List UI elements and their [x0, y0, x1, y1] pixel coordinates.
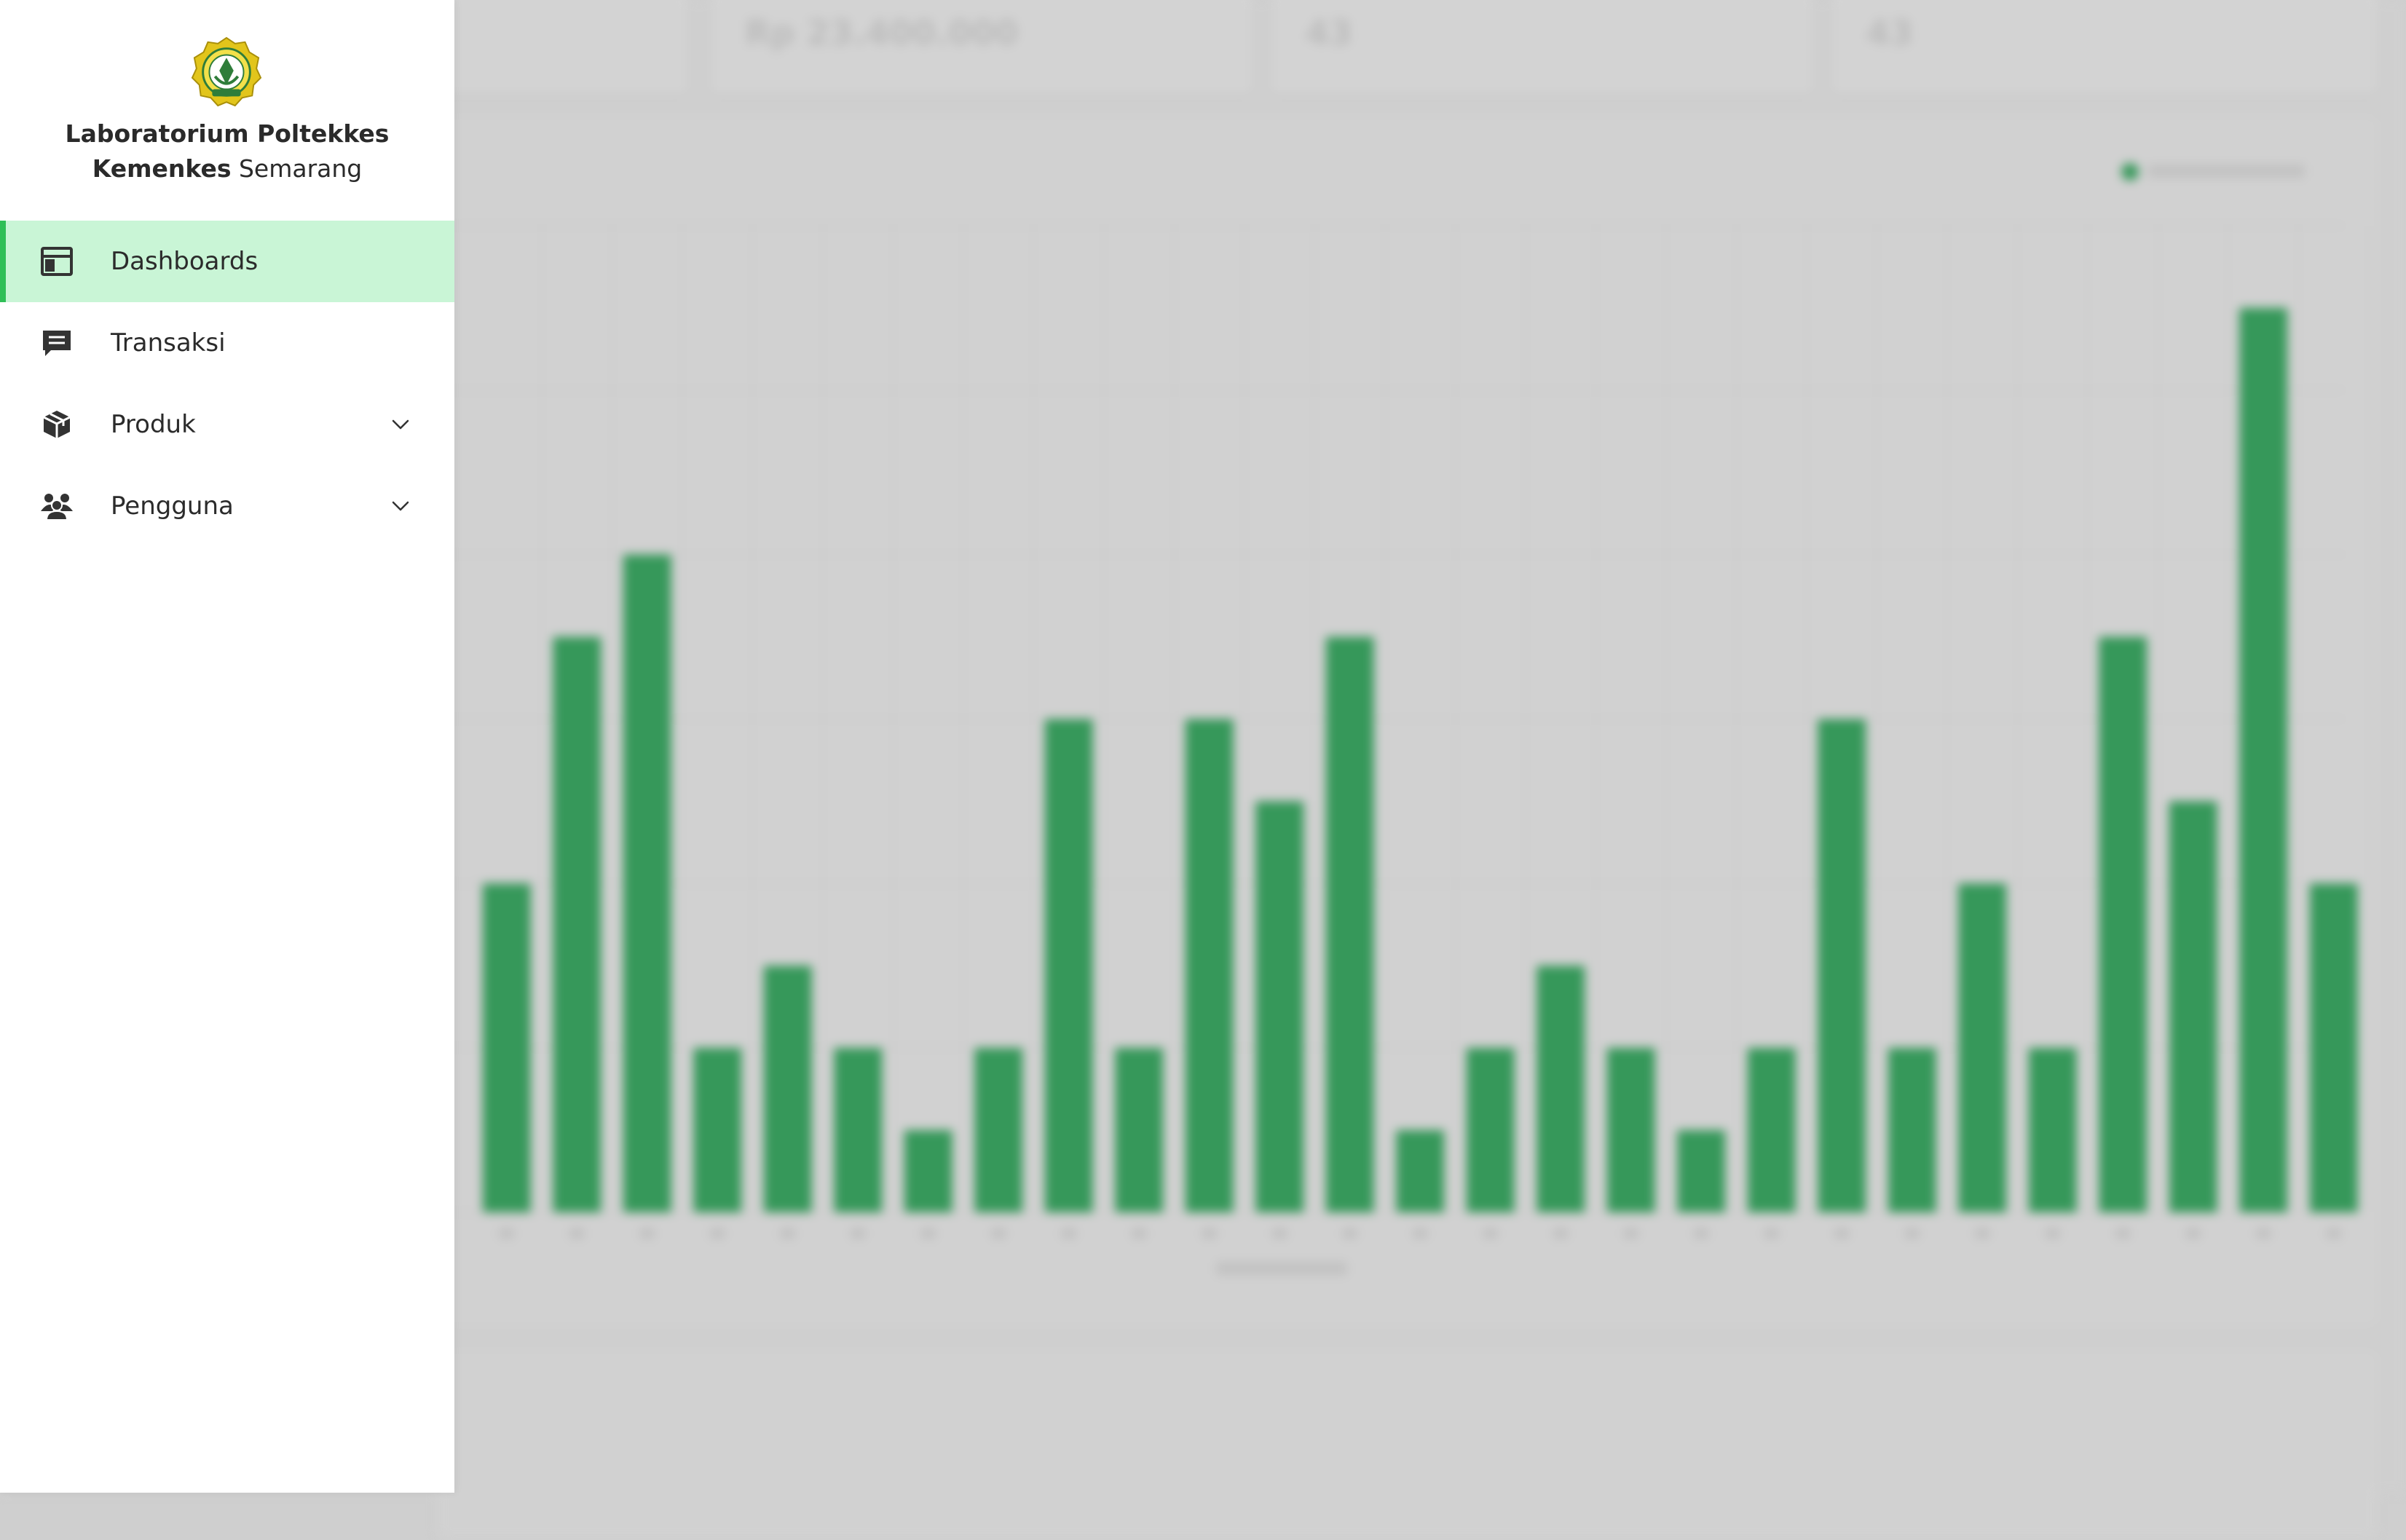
x-tick-mark — [639, 1228, 655, 1239]
chart-bar — [1606, 1048, 1655, 1212]
poltekkes-emblem-icon — [191, 36, 262, 107]
chart-bar — [2028, 1048, 2077, 1212]
sidebar: Laboratorium Poltekkes Kemenkes Semarang… — [0, 0, 454, 1493]
box-icon — [43, 411, 71, 438]
x-tick-mark — [1272, 1228, 1287, 1239]
chart-bar — [1888, 1048, 1936, 1212]
x-tick-mark — [1553, 1228, 1569, 1239]
x-tick-mark — [499, 1228, 514, 1239]
chart-bar — [553, 636, 602, 1212]
x-tick-mark — [2185, 1228, 2201, 1239]
sidebar-item-label: Produk — [111, 410, 196, 439]
sidebar-item-produk[interactable]: Produk — [0, 384, 454, 465]
x-tick-mark — [1483, 1228, 1498, 1239]
sidebar-item-dashboards[interactable]: Dashboards — [0, 221, 454, 302]
x-tick-mark — [2256, 1228, 2271, 1239]
chart-bar — [1537, 966, 1585, 1212]
chart-bar — [1325, 636, 1374, 1212]
table-card — [437, 1351, 2378, 1540]
chart-bar — [1115, 1048, 1164, 1212]
chart-bar — [1958, 883, 2007, 1212]
chart-bar — [904, 1130, 952, 1212]
chart-bar — [2169, 801, 2217, 1212]
stat-card: 43 — [1271, 0, 1813, 95]
stat-card: 43 — [1831, 0, 2378, 95]
sidebar-item-label: Transaksi — [111, 328, 226, 358]
brand-name-line1: Laboratorium Poltekkes — [65, 119, 390, 148]
legend-marker — [2121, 163, 2139, 181]
brand-name-bold: Kemenkes — [92, 154, 232, 183]
chart-bar — [2239, 307, 2288, 1213]
x-tick-mark — [1202, 1228, 1217, 1239]
chart-bar — [1747, 1048, 1796, 1212]
sidebar-item-label: Pengguna — [111, 491, 234, 521]
bar-chart — [437, 163, 2370, 1275]
x-tick-mark — [920, 1228, 936, 1239]
x-tick-mark — [569, 1228, 585, 1239]
x-tick-mark — [2115, 1228, 2131, 1239]
chart-bar — [1044, 719, 1093, 1212]
chart-bar — [834, 1048, 883, 1212]
table-header — [652, 1471, 658, 1493]
stat-card: Rp 23.400.000 — [710, 0, 1253, 95]
x-tick-mark — [1904, 1228, 1920, 1239]
sidebar-item-label: Dashboards — [111, 247, 259, 276]
sidebar-item-pengguna[interactable]: Pengguna — [0, 465, 454, 547]
chart-bar — [1255, 801, 1304, 1212]
x-tick-mark — [1975, 1228, 1990, 1239]
brand-name-regular: Semarang — [238, 154, 363, 183]
x-tick-mark — [1413, 1228, 1428, 1239]
brand: Laboratorium Poltekkes Kemenkes Semarang — [0, 0, 454, 218]
x-tick-mark — [1694, 1228, 1709, 1239]
chart-grid — [437, 225, 2370, 1213]
receipt-icon — [43, 331, 71, 356]
x-axis-title-blur — [1216, 1262, 1347, 1275]
dashboard-layout-icon — [41, 247, 73, 276]
chart-bars — [482, 307, 2358, 1275]
x-tick-mark — [1342, 1228, 1357, 1239]
chart-bar — [1466, 1048, 1515, 1212]
legend-text-blur — [2148, 165, 2305, 178]
chart-bar — [2309, 883, 2358, 1212]
x-tick-mark — [991, 1228, 1006, 1239]
x-tick-mark — [851, 1228, 866, 1239]
x-tick-mark — [1623, 1228, 1638, 1239]
x-tick-mark — [1834, 1228, 1850, 1239]
x-tick-mark — [1132, 1228, 1147, 1239]
chart-bar — [1396, 1130, 1445, 1212]
chart-bar — [693, 1048, 742, 1212]
chevron-down-icon — [392, 501, 409, 511]
chart-bar — [1185, 719, 1234, 1212]
chart-bar — [974, 1048, 1023, 1212]
chart-bar — [623, 554, 671, 1212]
x-tick-mark — [1061, 1228, 1076, 1239]
chart-bar — [763, 966, 812, 1212]
dashboard-background: Rp 23.400.000 43 43 — [437, 0, 2378, 1325]
chart-bar — [482, 883, 531, 1212]
x-tick-mark — [2326, 1228, 2341, 1239]
x-tick-mark — [780, 1228, 795, 1239]
x-tick-mark — [710, 1228, 725, 1239]
brand-name: Laboratorium Poltekkes Kemenkes Semarang — [0, 117, 454, 186]
x-tick-mark — [2045, 1228, 2060, 1239]
x-tick-mark — [1764, 1228, 1779, 1239]
chart-bar — [1677, 1130, 1726, 1212]
sidebar-item-transaksi[interactable]: Transaksi — [0, 302, 454, 384]
chart-bar — [2099, 636, 2147, 1212]
users-icon — [41, 494, 73, 521]
stat-value: 43 — [1866, 13, 1914, 52]
stat-value: 43 — [1306, 13, 1353, 52]
stat-value: Rp 23.400.000 — [745, 13, 1019, 52]
chart-bar — [1818, 719, 1866, 1212]
chevron-down-icon — [392, 419, 409, 430]
chart-card — [437, 117, 2378, 1325]
